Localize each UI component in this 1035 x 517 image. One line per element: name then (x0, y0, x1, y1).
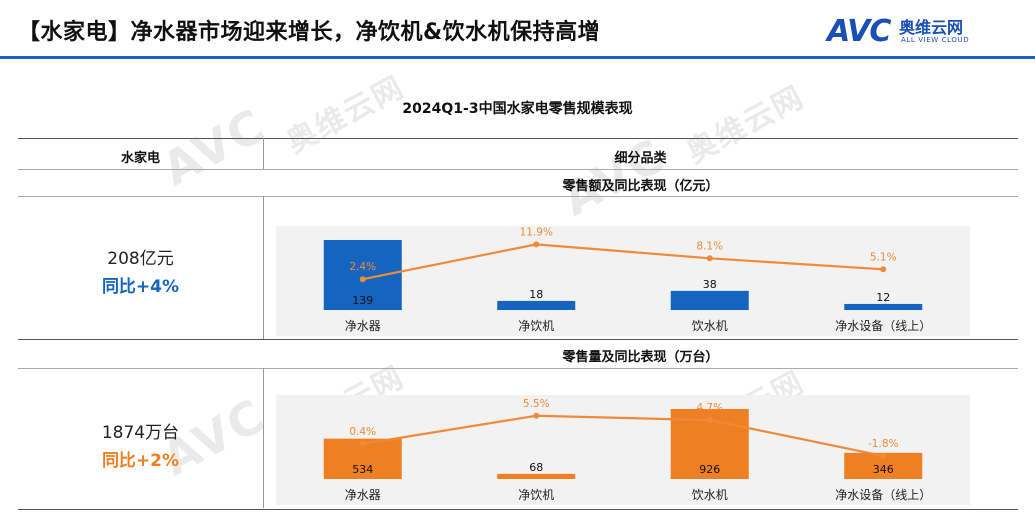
category-label: 净饮机 (518, 319, 554, 333)
bar (497, 473, 576, 479)
bar-value-label: 346 (873, 463, 894, 476)
chart-amount: 139 18 38 12 2.4% 11.9% 8.1% 5.1% 净水器 净饮机 饮水机 净水设备（… (323, 226, 931, 333)
yoy-point (359, 276, 366, 283)
yoy-label: 11.9% (520, 226, 553, 238)
section-title-volume: 零售量及同比表现（万台） (562, 350, 719, 365)
category-label: 饮水机 (692, 488, 728, 502)
yoy-label: -1.8% (868, 438, 898, 450)
volume-total: 1874万台 (101, 423, 180, 443)
column-divider (263, 196, 264, 339)
bar (497, 300, 576, 310)
bar-value-label: 18 (529, 288, 543, 301)
avc-logo: AVC 奥维云网 ALL VIEW CLOUD (827, 12, 997, 52)
column-header-water-appliance: 水家电 (120, 151, 160, 166)
column-divider (263, 368, 264, 508)
column-divider (263, 138, 264, 169)
category-label: 净水器 (345, 319, 381, 333)
yoy-point (706, 255, 713, 262)
section-title-amount: 零售额及同比表现（亿元） (562, 179, 719, 194)
yoy-label: 0.4% (349, 426, 376, 438)
section-rule (18, 196, 1018, 197)
bar (844, 303, 923, 310)
category-label: 净水器 (345, 488, 381, 502)
header-rule (18, 169, 1018, 170)
amount-total: 208亿元 (107, 249, 174, 269)
bar-value-label: 926 (699, 463, 720, 476)
bar-value-label: 12 (876, 291, 890, 304)
table-bottom-rule (18, 509, 1018, 510)
category-label: 净水设备（线上） (835, 319, 931, 333)
amount-yoy: 同比+4% (101, 277, 180, 297)
yoy-label: 5.5% (523, 398, 550, 410)
yoy-label: 4.7% (696, 402, 723, 414)
bar (670, 290, 749, 310)
title-divider (0, 56, 1035, 59)
page-title: 【水家电】净水器市场迎来增长，净饮机&饮水机保持高增 (18, 20, 601, 45)
section-rule (18, 368, 1018, 369)
bar-value-label: 534 (352, 463, 373, 476)
yoy-point (533, 412, 540, 419)
yoy-label: 8.1% (696, 240, 723, 252)
volume-yoy: 同比+2% (101, 451, 180, 471)
logo-mark: AVC (827, 14, 891, 49)
chart-volume: 534 68 926 346 0.4% 5.5% 4.7% -1.8% 净水器 净饮机 饮水机 净水设… (323, 398, 931, 502)
yoy-point (533, 241, 540, 248)
yoy-point (880, 266, 887, 273)
bar-value-label: 139 (352, 294, 373, 307)
yoy-label: 5.1% (870, 251, 897, 263)
column-header-subcategory: 细分品类 (614, 151, 667, 166)
category-label: 净饮机 (518, 488, 554, 502)
logo-chinese-name: 奥维云网 (899, 18, 964, 37)
yoy-line (362, 414, 884, 457)
yoy-point (359, 440, 366, 447)
yoy-point (880, 452, 887, 459)
yoy-label: 2.4% (349, 261, 376, 273)
logo-english-name: ALL VIEW CLOUD (901, 36, 970, 44)
table-title: 2024Q1-3中国水家电零售规模表现 (402, 101, 633, 117)
yoy-point (706, 417, 713, 424)
table-top-rule (18, 138, 1018, 139)
category-label: 饮水机 (692, 319, 728, 333)
category-label: 净水设备（线上） (835, 488, 931, 502)
section-rule (18, 339, 1018, 340)
bar-value-label: 38 (703, 278, 717, 291)
bar-value-label: 68 (529, 461, 543, 474)
yoy-line (362, 243, 884, 281)
